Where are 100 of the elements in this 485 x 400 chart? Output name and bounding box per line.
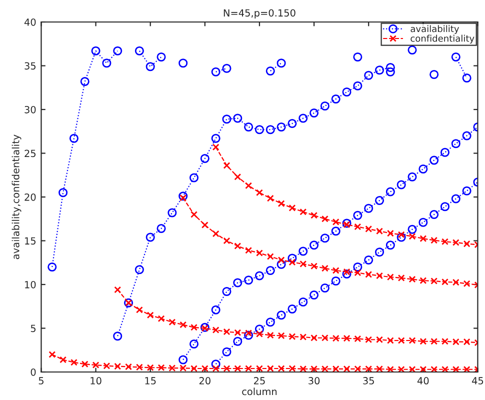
point [244, 330, 254, 340]
x-tick-label: 15 [145, 377, 156, 384]
chart-title: N=45,p=0.150 [224, 9, 296, 18]
point [310, 290, 319, 300]
point [300, 365, 307, 372]
point [386, 67, 395, 76]
point [376, 272, 383, 280]
point [222, 64, 232, 73]
x-tick-label: 5 [38, 377, 44, 384]
point [376, 228, 383, 235]
point [212, 144, 220, 151]
point [113, 332, 122, 341]
y-axis-title: availability,confidentiality [12, 134, 22, 260]
point [256, 189, 263, 196]
point [396, 180, 406, 190]
x-tick-label: 45 [472, 377, 484, 384]
point [103, 362, 110, 370]
point [452, 239, 460, 246]
point [222, 286, 232, 296]
point [201, 222, 208, 228]
point [364, 70, 374, 80]
point [452, 366, 460, 372]
point [310, 262, 318, 270]
legend-label: confidentiality [410, 34, 474, 44]
point [440, 148, 450, 157]
point [168, 318, 176, 326]
point [245, 246, 252, 254]
point [408, 276, 416, 283]
point [146, 62, 155, 72]
point [288, 204, 296, 212]
y-tick-label: 30 [24, 106, 36, 114]
point [58, 188, 68, 198]
point [180, 194, 187, 202]
point [343, 365, 350, 372]
point [331, 94, 340, 104]
point [266, 125, 275, 134]
point [134, 265, 144, 274]
point [190, 324, 198, 331]
point [136, 364, 143, 371]
point [234, 329, 242, 336]
point [386, 274, 394, 281]
legend-label: availability [410, 25, 460, 34]
point [178, 192, 188, 201]
point [430, 70, 439, 80]
point [266, 332, 274, 339]
x-tick-label: 20 [199, 377, 210, 384]
point [156, 52, 166, 62]
point [69, 134, 78, 143]
point [332, 218, 340, 226]
point [420, 235, 427, 242]
point [48, 351, 56, 358]
point [136, 306, 143, 314]
point [354, 365, 362, 372]
point [70, 358, 78, 366]
y-tick-label: 40 [24, 18, 36, 26]
point [451, 139, 460, 148]
y-tick-label: 25 [24, 150, 36, 158]
point [398, 231, 405, 238]
point [266, 365, 274, 372]
point [320, 101, 330, 111]
point [310, 240, 319, 250]
point [321, 264, 328, 272]
point [420, 338, 427, 345]
point [353, 52, 362, 62]
point [278, 365, 285, 372]
point [158, 364, 165, 372]
point [365, 225, 372, 232]
point [386, 62, 395, 72]
point [168, 208, 177, 218]
point [288, 304, 297, 314]
point [223, 365, 230, 372]
point [266, 266, 275, 276]
point [102, 58, 112, 68]
point [256, 365, 263, 372]
point [430, 156, 439, 165]
point [420, 277, 427, 284]
point [386, 187, 395, 196]
point [320, 283, 330, 293]
point [463, 338, 470, 346]
point [298, 114, 308, 123]
x-tick-label: 10 [90, 377, 102, 384]
point [254, 271, 264, 280]
point [376, 365, 383, 372]
point [342, 87, 352, 97]
point [386, 230, 394, 237]
point [178, 58, 188, 68]
point [254, 324, 264, 334]
point [331, 226, 340, 236]
point [211, 67, 220, 76]
point [321, 215, 328, 222]
x-tick-label: 25 [254, 377, 265, 384]
point [408, 172, 417, 182]
point [146, 364, 154, 372]
point [201, 365, 208, 372]
point [386, 366, 394, 372]
point [234, 365, 242, 372]
point [343, 221, 350, 228]
point [353, 262, 362, 272]
point [190, 365, 198, 372]
point [278, 256, 285, 264]
